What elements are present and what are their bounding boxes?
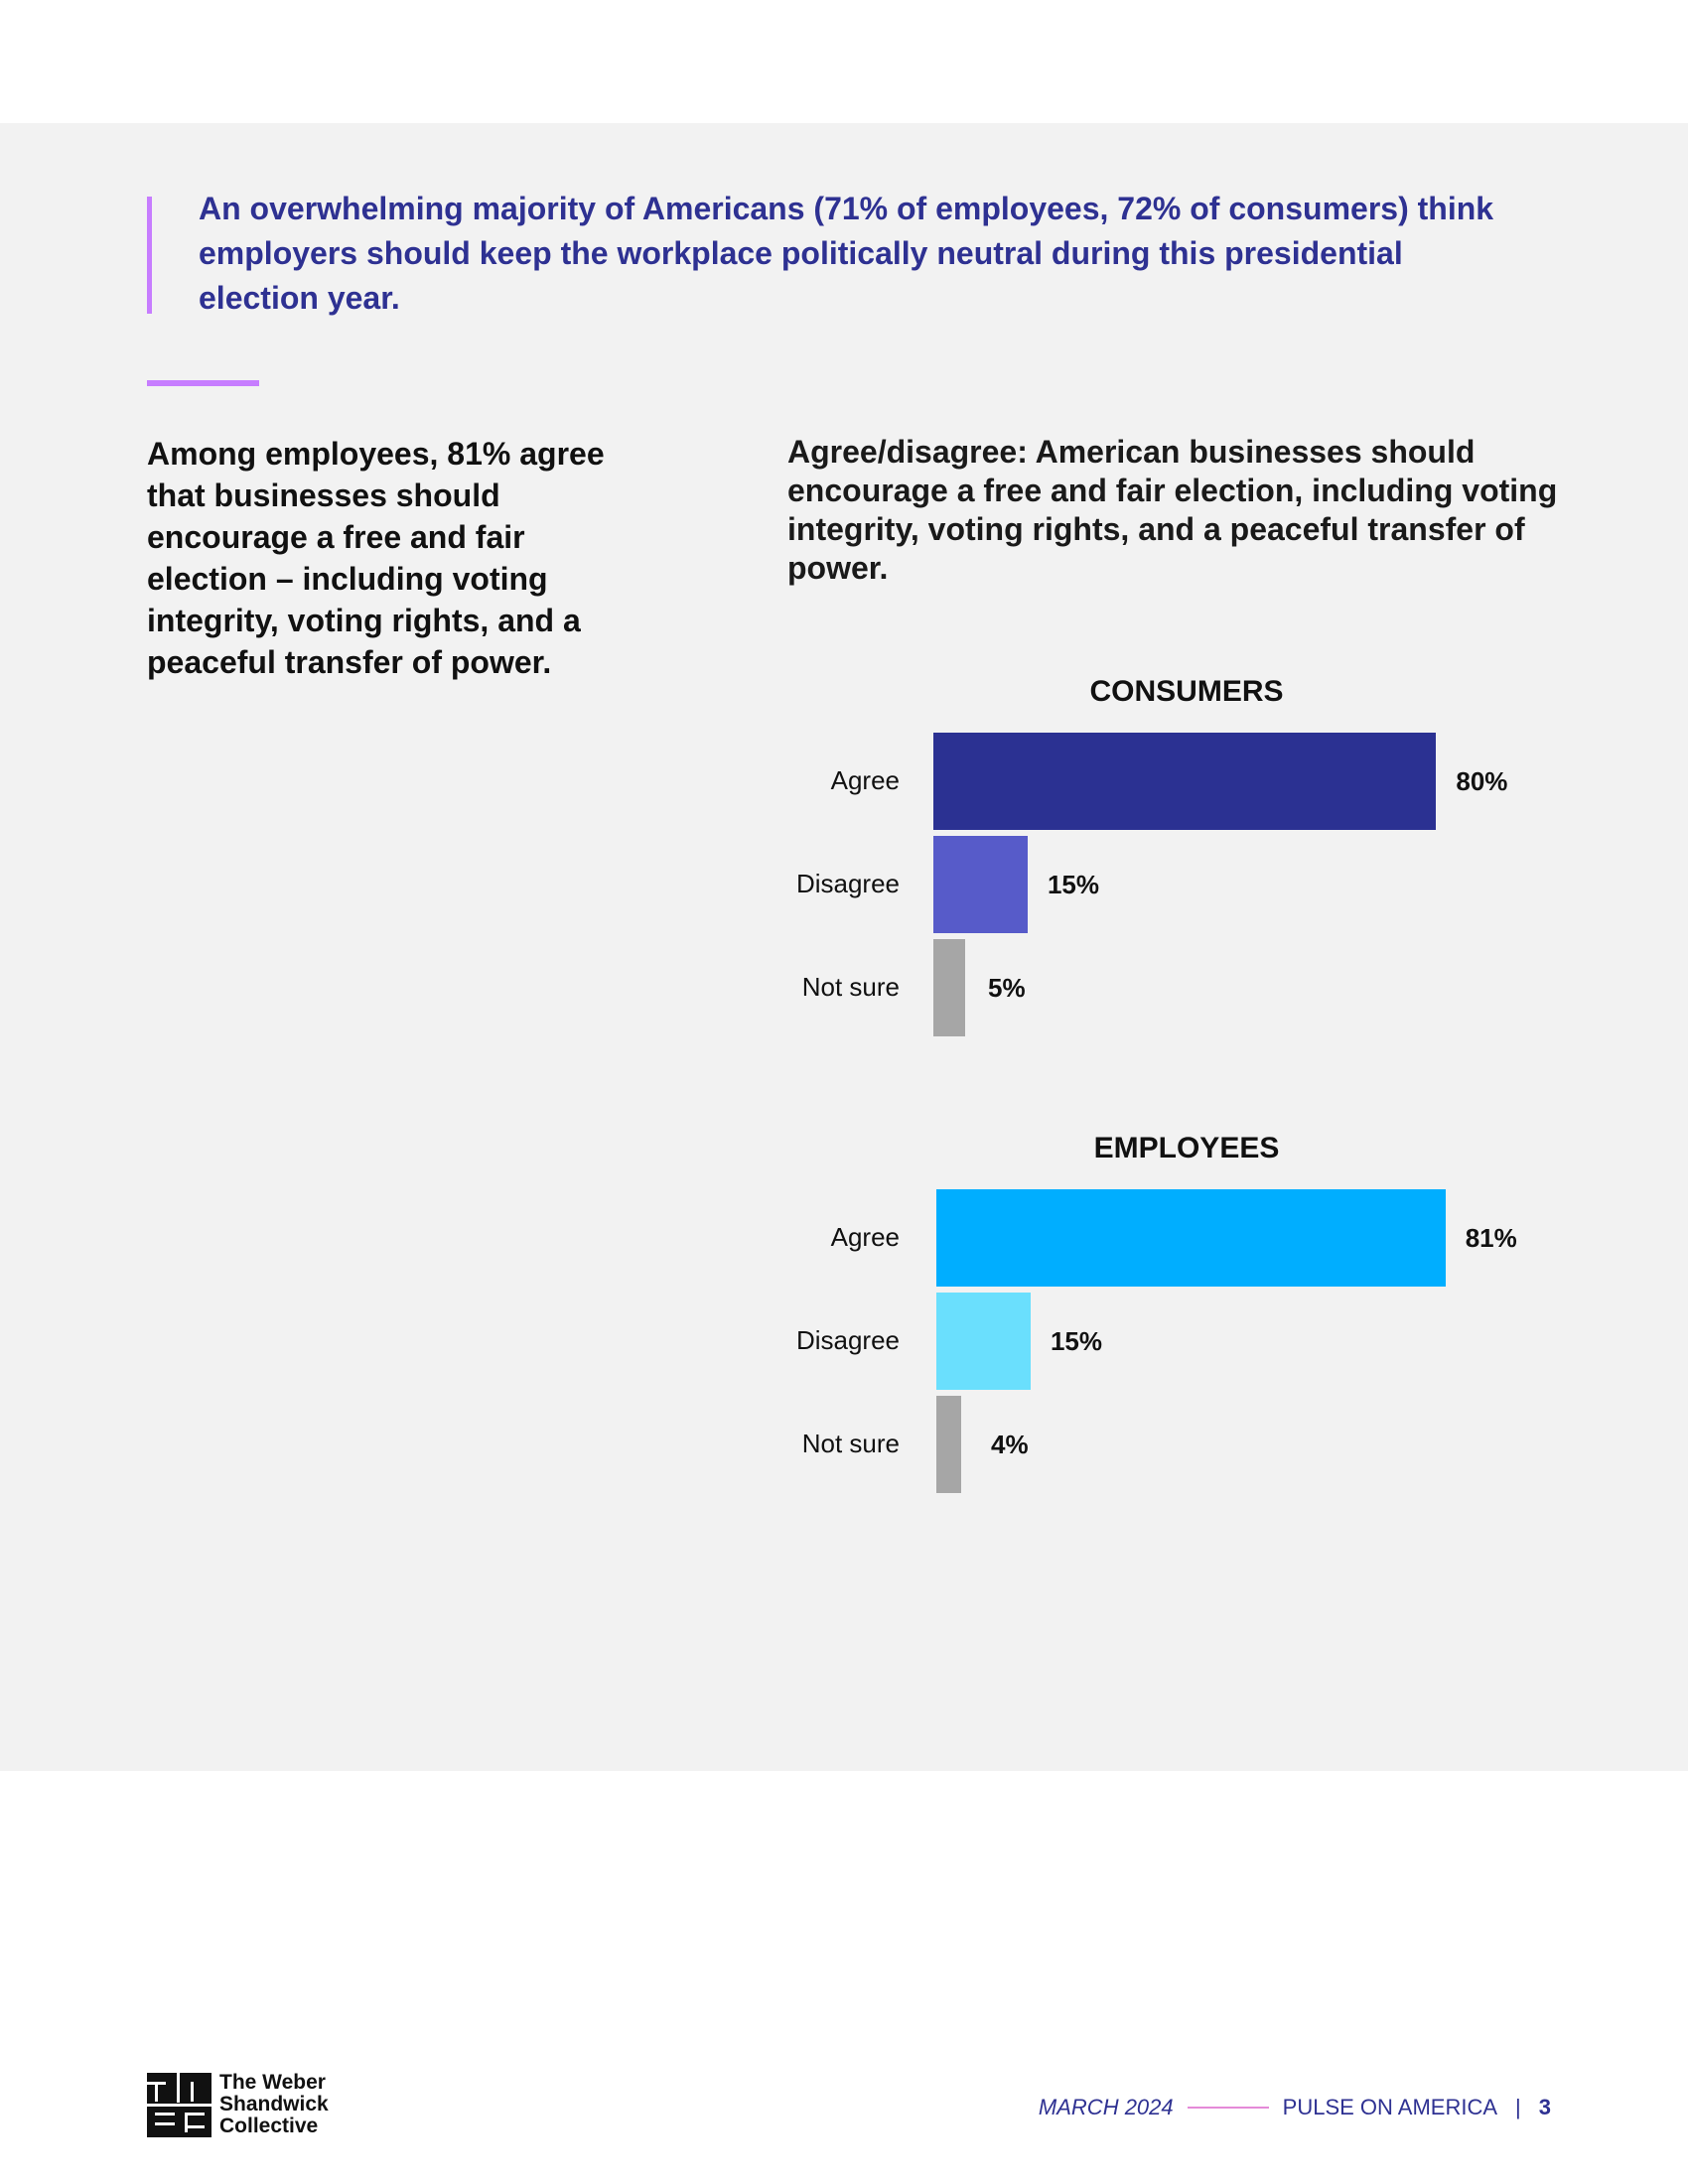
row-label-agree: Agree bbox=[830, 765, 900, 795]
footer-info: MARCH 2024 PULSE ON AMERICA | 3 bbox=[1039, 2095, 1551, 2120]
row-label-disagree: Disagree bbox=[795, 1325, 900, 1355]
bar-consumers-not-sure bbox=[933, 939, 965, 1036]
row-label-not-sure: Not sure bbox=[801, 1429, 900, 1458]
value-label-consumers-agree: 80% bbox=[1456, 766, 1508, 796]
value-label-employees-not-sure: 4% bbox=[991, 1430, 1029, 1459]
logo-line-2: Shandwick bbox=[219, 2093, 329, 2116]
logo-wordmark: The Weber Shandwick Collective bbox=[219, 2072, 329, 2137]
footer-divider-line bbox=[1187, 2107, 1269, 2109]
bar-consumers-agree bbox=[933, 733, 1437, 830]
bar-employees-not-sure bbox=[936, 1396, 962, 1493]
section-accent-line bbox=[147, 380, 259, 386]
key-finding-text: Among employees, 81% agree that business… bbox=[147, 436, 605, 680]
value-label-employees-agree: 81% bbox=[1465, 1223, 1517, 1253]
page-number: 3 bbox=[1538, 2095, 1551, 2119]
chart-question: Agree/disagree: American businesses shou… bbox=[787, 434, 1558, 586]
bar-employees-agree bbox=[936, 1189, 1446, 1287]
value-label-employees-disagree: 15% bbox=[1050, 1326, 1102, 1356]
row-label-disagree: Disagree bbox=[795, 869, 900, 898]
value-label-consumers-not-sure: 5% bbox=[988, 973, 1026, 1003]
callout-accent-bar bbox=[147, 197, 152, 314]
twsc-logo-icon bbox=[147, 2073, 211, 2137]
footer-separator: | bbox=[1515, 2095, 1521, 2119]
value-label-consumers-disagree: 15% bbox=[1047, 870, 1099, 899]
row-label-not-sure: Not sure bbox=[801, 972, 900, 1002]
footer-publication: PULSE ON AMERICA bbox=[1282, 2095, 1498, 2119]
row-label-agree: Agree bbox=[830, 1222, 900, 1252]
logo-line-3: Collective bbox=[219, 2115, 319, 2137]
callout-text: An overwhelming majority of Americans (7… bbox=[199, 191, 1494, 316]
bar-consumers-disagree bbox=[933, 836, 1028, 933]
chart-title-consumers: CONSUMERS bbox=[1089, 675, 1284, 708]
logo-line-1: The Weber bbox=[219, 2071, 326, 2094]
chart-title-employees: EMPLOYEES bbox=[1093, 1132, 1280, 1164]
footer-date: MARCH 2024 bbox=[1038, 2095, 1174, 2119]
content-panel bbox=[0, 123, 1688, 1771]
bar-employees-disagree bbox=[936, 1293, 1031, 1390]
